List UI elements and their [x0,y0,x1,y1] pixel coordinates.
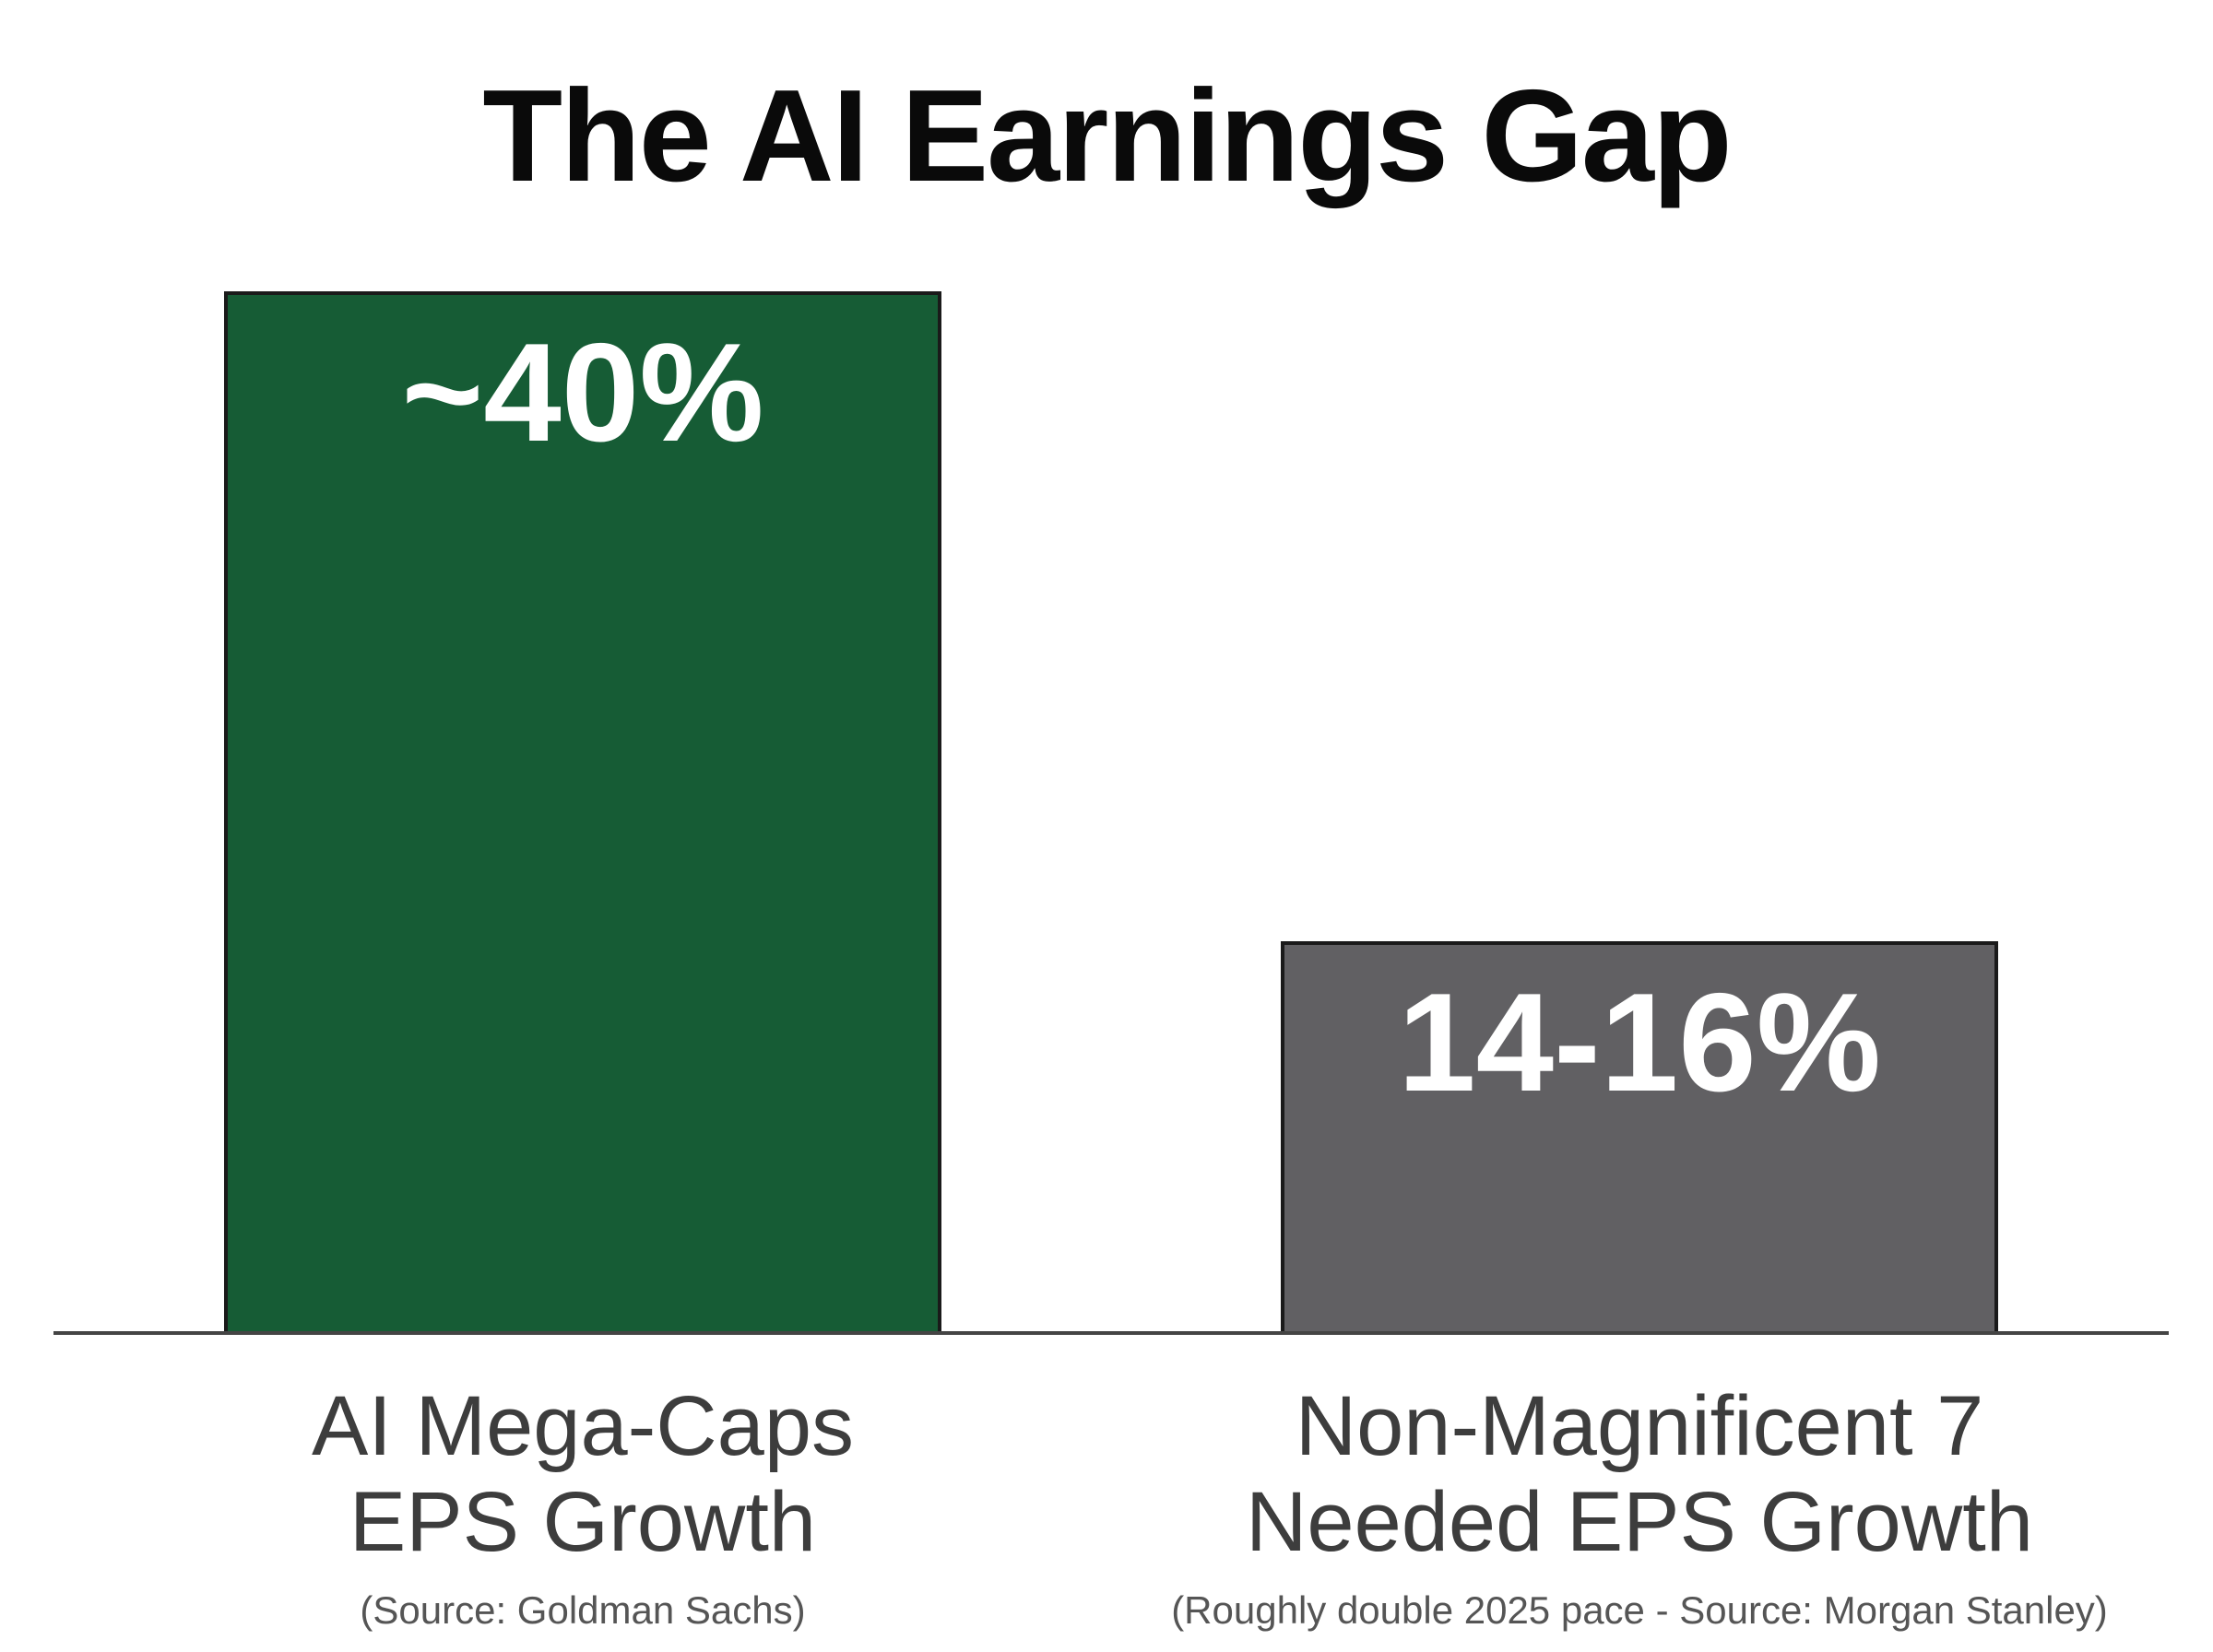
category-label-1: Non-Magnificent 7 Needed EPS Growth (Rough… [1114,1378,2165,1634]
category-label-0-line-0: AI Mega-Caps [311,1379,855,1473]
data-label-1: 14-16% [1398,964,1881,1121]
category-label-0-line-1: EPS Growth [349,1475,817,1569]
data-label-0: ~40% [402,314,764,471]
bar-0 [224,291,941,1335]
bar-1 [1281,941,1998,1335]
chart-title: The AI Earnings Gap [482,63,1732,209]
category-label-1-line-0: Non-Magnificent 7 [1295,1379,1984,1473]
category-label-0: AI Mega-Caps EPS Growth (Source: Goldman S… [57,1378,1108,1634]
source-note-1: (Roughly double 2025 pace - Source: Morg… [1171,1588,2108,1632]
source-note-0: (Source: Goldman Sachs) [360,1588,806,1632]
category-label-1-line-1: Needed EPS Growth [1245,1475,2033,1569]
